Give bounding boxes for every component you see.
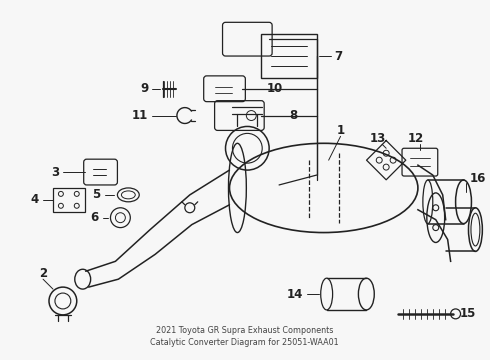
- Text: 9: 9: [140, 82, 148, 95]
- Bar: [261, 34, 317, 78]
- Text: 15: 15: [460, 307, 476, 320]
- Text: 8: 8: [289, 109, 297, 122]
- Text: 13: 13: [370, 132, 386, 145]
- Text: 3: 3: [51, 166, 59, 179]
- Text: 6: 6: [90, 211, 98, 224]
- Text: 11: 11: [132, 109, 148, 122]
- Text: 1: 1: [337, 124, 344, 137]
- Text: 14: 14: [287, 288, 303, 301]
- Bar: [53, 188, 85, 212]
- Text: 16: 16: [469, 171, 486, 185]
- Text: 2: 2: [39, 267, 47, 280]
- Text: 4: 4: [31, 193, 39, 206]
- Text: 5: 5: [92, 188, 100, 201]
- Text: 7: 7: [335, 50, 343, 63]
- Text: 10: 10: [267, 82, 283, 95]
- Text: 12: 12: [408, 132, 424, 145]
- Text: 2021 Toyota GR Supra Exhaust Components
Catalytic Converter Diagram for 25051-WA: 2021 Toyota GR Supra Exhaust Components …: [150, 326, 339, 347]
